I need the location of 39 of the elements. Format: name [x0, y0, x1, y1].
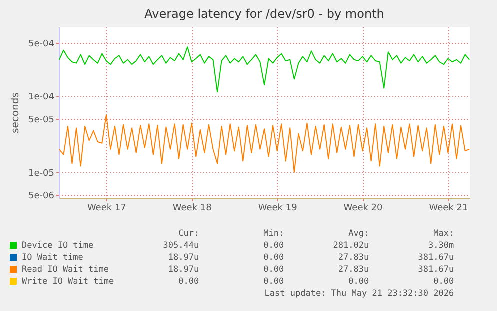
text: 3.30m: [428, 240, 454, 252]
text: 18.97u: [167, 264, 200, 276]
text: 0.00: [262, 276, 284, 288]
text: 381.67u: [417, 252, 454, 264]
legend-label: IO Wait time: [21, 252, 84, 264]
legend-label: Write IO Wait time: [21, 276, 114, 288]
y-tick-label: 1e-05: [28, 168, 54, 179]
text: 27.83u: [337, 252, 370, 264]
y-axis-title: seconds: [10, 92, 22, 134]
text: 0.00: [262, 252, 284, 264]
x-tick-label: Week 20: [344, 204, 384, 214]
chart-title: Average latency for /dev/sr0 - by month: [144, 7, 384, 21]
text: Min:: [262, 228, 284, 240]
text: 18.97u: [167, 252, 200, 264]
legend-label: Device IO time: [21, 240, 95, 252]
y-tick-label: 5e-05: [28, 116, 54, 126]
y-tick-label: 1e-04: [28, 92, 55, 103]
text: Cur:: [178, 228, 200, 240]
text: 0.00: [262, 264, 284, 276]
text: 0.00: [348, 276, 370, 288]
text: Avg:: [348, 228, 370, 240]
legend-label: Read IO Wait time: [21, 264, 110, 276]
text: 0.00: [432, 276, 454, 288]
y-tick-label: 5e-04: [28, 39, 55, 50]
line-series: [59, 46, 470, 93]
text: 281.02u: [332, 240, 370, 252]
x-tick-label: Week 21: [429, 204, 468, 214]
x-tick-label: Week 17: [87, 204, 126, 214]
y-tick-label: 5e-06: [28, 192, 55, 202]
text: 0.00: [178, 276, 200, 288]
text: 381.67u: [417, 264, 454, 276]
text: 305.44u: [162, 240, 200, 252]
text: 0.00: [262, 240, 284, 252]
text: Max:: [432, 228, 454, 240]
x-tick-label: Week 18: [172, 204, 212, 214]
x-tick-label: Week 19: [258, 204, 298, 214]
text: Last update: Thu May 21 23:32:30 2026: [264, 288, 454, 300]
text: 27.83u: [337, 264, 370, 276]
line-series: [59, 114, 470, 173]
